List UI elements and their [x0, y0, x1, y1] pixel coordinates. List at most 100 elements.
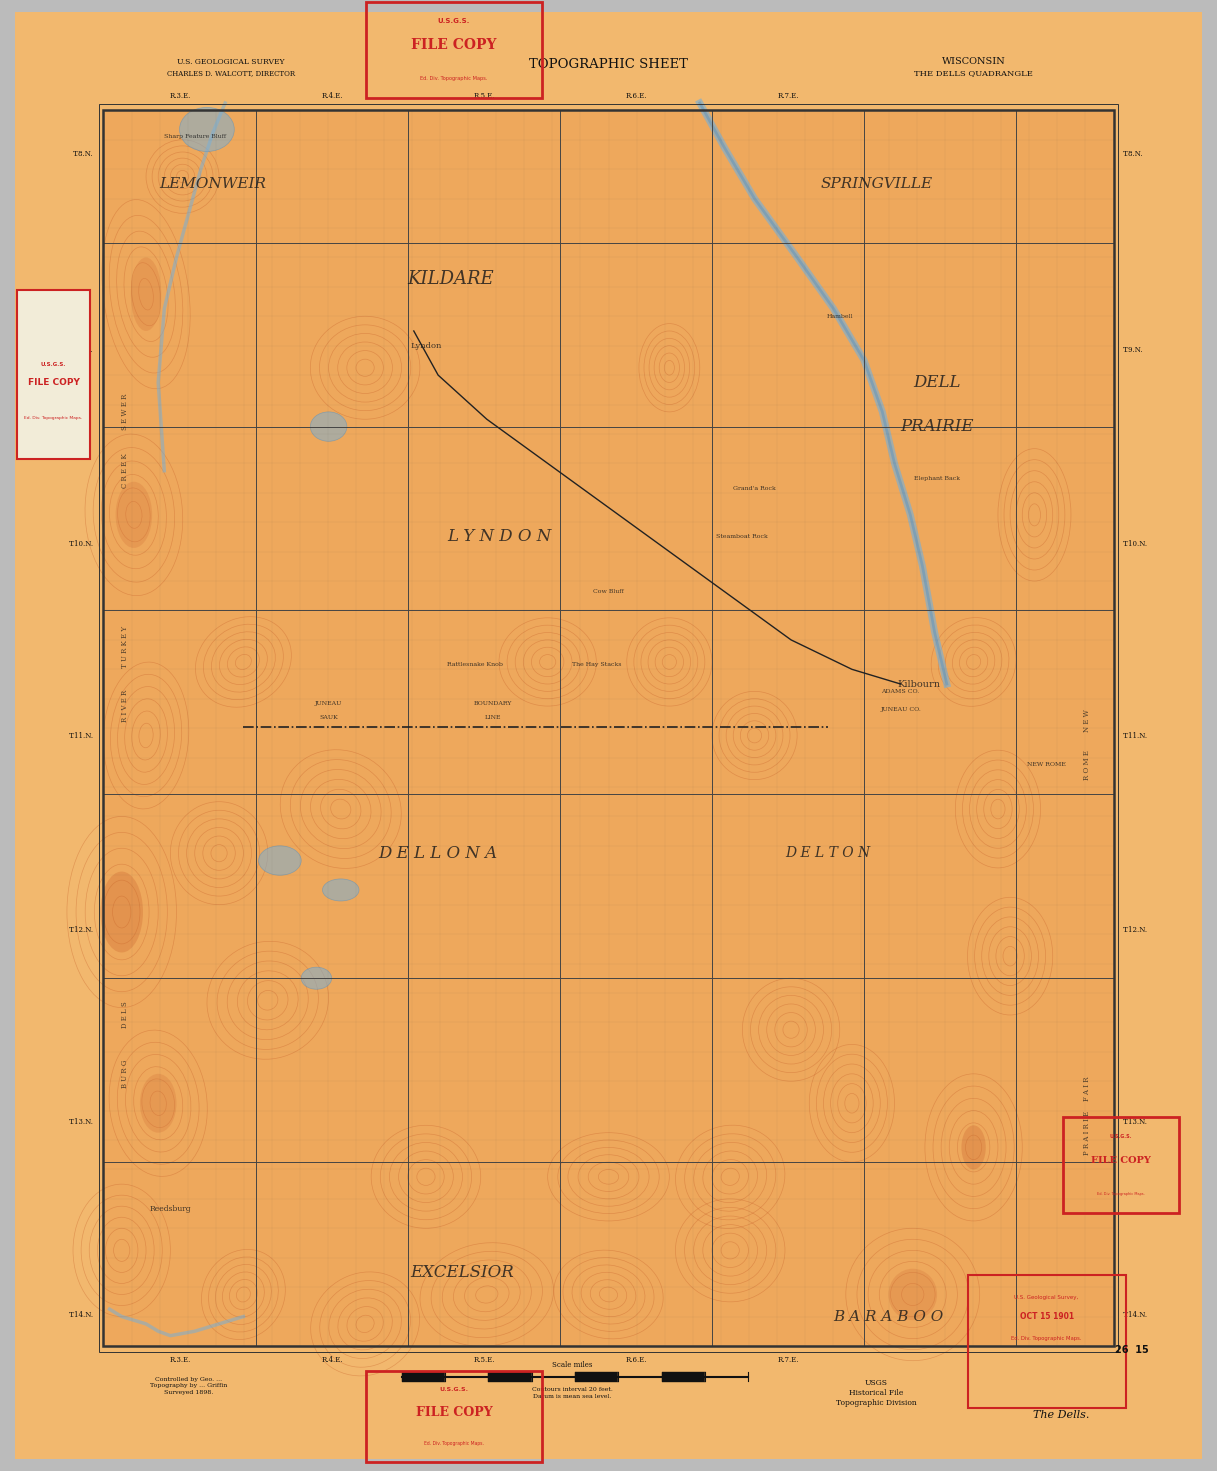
Text: Lyndon: Lyndon [410, 341, 442, 350]
Text: Scale miles: Scale miles [551, 1361, 593, 1370]
Text: Rattlesnake Knob: Rattlesnake Knob [447, 662, 503, 668]
Text: Contours interval 20 feet.
Datum is mean sea level.: Contours interval 20 feet. Datum is mean… [532, 1387, 612, 1399]
Text: T.11.N.: T.11.N. [1123, 731, 1149, 740]
Text: 26  15: 26 15 [1115, 1346, 1149, 1355]
Bar [103, 110, 1114, 1346]
Text: L Y N D O N: L Y N D O N [447, 528, 551, 546]
Ellipse shape [961, 1125, 986, 1169]
Text: JUNEAU: JUNEAU [315, 700, 342, 706]
Text: R.6.E.: R.6.E. [626, 93, 647, 100]
Text: SAUK: SAUK [319, 715, 338, 721]
Text: T.11.N.: T.11.N. [68, 731, 94, 740]
Text: S E W E R: S E W E R [122, 394, 129, 430]
Text: BOUNDARY: BOUNDARY [473, 700, 512, 706]
Text: THE DELLS QUADRANGLE: THE DELLS QUADRANGLE [914, 69, 1033, 78]
Text: WISCONSIN: WISCONSIN [942, 57, 1005, 66]
Text: USGS
Historical File
Topographic Division: USGS Historical File Topographic Divisio… [836, 1378, 916, 1408]
Ellipse shape [323, 878, 359, 900]
Text: R.3.E.: R.3.E. [169, 1356, 191, 1364]
Text: T.12.N.: T.12.N. [1123, 925, 1149, 934]
Text: C R E E K: C R E E K [122, 453, 129, 488]
Text: U.S.G.S.: U.S.G.S. [438, 18, 470, 25]
Text: T.8.N.: T.8.N. [73, 150, 94, 159]
Text: The Hay Stacks: The Hay Stacks [572, 662, 621, 668]
Text: Cow Bluff: Cow Bluff [593, 588, 624, 594]
Text: Ed. Div. Topographic Maps.: Ed. Div. Topographic Maps. [420, 76, 488, 81]
Bar [99, 104, 1118, 1352]
Text: T.14.N.: T.14.N. [68, 1311, 94, 1319]
Text: U.S.G.S.: U.S.G.S. [439, 1387, 469, 1392]
Text: CHARLES D. WALCOTT, DIRECTOR: CHARLES D. WALCOTT, DIRECTOR [167, 69, 296, 78]
Text: T.8.N.: T.8.N. [1123, 150, 1144, 159]
Text: T.9.N.: T.9.N. [1123, 346, 1144, 355]
Text: R.7.E.: R.7.E. [778, 93, 800, 100]
Text: Ed. Div. Topographic Maps.: Ed. Div. Topographic Maps. [1011, 1336, 1082, 1342]
Text: The Dells.: The Dells. [1033, 1411, 1089, 1420]
Text: Controlled by Geo. ...
Topography by ... Griffin
Surveyed 1898.: Controlled by Geo. ... Topography by ...… [150, 1377, 228, 1395]
Text: Elephant Back: Elephant Back [914, 475, 960, 481]
Text: R.6.E.: R.6.E. [626, 1356, 647, 1364]
Text: ADAMS CO.: ADAMS CO. [881, 688, 920, 694]
Text: FILE COPY: FILE COPY [415, 1405, 493, 1418]
Text: PRAIRIE: PRAIRIE [901, 418, 974, 435]
Text: JUNEAU CO.: JUNEAU CO. [880, 706, 921, 712]
Text: D E L S: D E L S [122, 1002, 129, 1028]
Text: B U R G: B U R G [122, 1059, 129, 1089]
Ellipse shape [180, 107, 234, 152]
Text: Kilbourn: Kilbourn [897, 680, 941, 688]
FancyBboxPatch shape [17, 290, 90, 459]
Text: D E L L O N A: D E L L O N A [378, 844, 498, 862]
Text: B A R A B O O: B A R A B O O [834, 1309, 943, 1324]
Text: T U R K E Y: T U R K E Y [122, 627, 129, 668]
Text: Grand'a Rock: Grand'a Rock [733, 485, 776, 491]
Text: Ed. Div. Topographic Maps.: Ed. Div. Topographic Maps. [1097, 1192, 1145, 1196]
Text: FILE COPY: FILE COPY [28, 378, 79, 387]
Text: EXCELSIOR: EXCELSIOR [410, 1264, 515, 1281]
Ellipse shape [130, 257, 161, 331]
Text: R.5.E.: R.5.E. [473, 1356, 495, 1364]
Ellipse shape [100, 871, 144, 953]
Text: R O M E: R O M E [1083, 750, 1090, 780]
Ellipse shape [302, 968, 331, 989]
Ellipse shape [140, 1074, 176, 1133]
Text: F A I R: F A I R [1083, 1077, 1090, 1100]
Text: KILDARE: KILDARE [406, 271, 494, 288]
Text: U.S.G.S.: U.S.G.S. [41, 362, 66, 368]
Text: NEW ROME: NEW ROME [1027, 762, 1066, 768]
Text: Steamboat Rock: Steamboat Rock [717, 534, 768, 540]
Text: R I V E R: R I V E R [122, 690, 129, 722]
Text: T.14.N.: T.14.N. [1123, 1311, 1149, 1319]
Text: Hambell: Hambell [826, 313, 853, 319]
Text: T.9.N.: T.9.N. [73, 346, 94, 355]
Text: Reedsburg: Reedsburg [150, 1205, 191, 1214]
Text: P R A I R I E: P R A I R I E [1083, 1111, 1090, 1155]
Text: TOPOGRAPHIC SHEET: TOPOGRAPHIC SHEET [529, 59, 688, 71]
Text: R.5.E.: R.5.E. [473, 93, 495, 100]
Text: T.13.N.: T.13.N. [68, 1118, 94, 1127]
Text: N E W: N E W [1083, 709, 1090, 733]
Text: DELL: DELL [913, 374, 961, 391]
Ellipse shape [310, 412, 347, 441]
Ellipse shape [258, 846, 302, 875]
Text: T.13.N.: T.13.N. [1123, 1118, 1149, 1127]
Text: R.4.E.: R.4.E. [321, 1356, 343, 1364]
Text: FILE COPY: FILE COPY [411, 38, 497, 53]
Text: OCT 15 1901: OCT 15 1901 [1020, 1312, 1073, 1321]
Text: U.S. GEOLOGICAL SURVEY: U.S. GEOLOGICAL SURVEY [178, 57, 285, 66]
Text: U.S. Geological Survey,: U.S. Geological Survey, [1015, 1294, 1078, 1300]
Bar [103, 110, 1114, 1346]
Text: LINE: LINE [484, 715, 501, 721]
Ellipse shape [888, 1268, 937, 1321]
Text: T.10.N.: T.10.N. [1123, 540, 1149, 549]
Text: T.10.N.: T.10.N. [68, 540, 94, 549]
Text: U.S.G.S.: U.S.G.S. [1110, 1134, 1132, 1139]
Text: T.12.N.: T.12.N. [68, 925, 94, 934]
Text: D E L T O N: D E L T O N [785, 846, 870, 861]
Text: FILE COPY: FILE COPY [1090, 1156, 1151, 1165]
Text: Sharp Feature Bluff: Sharp Feature Bluff [163, 134, 226, 140]
Text: R.7.E.: R.7.E. [778, 1356, 800, 1364]
Text: Ed. Div. Topographic Maps.: Ed. Div. Topographic Maps. [24, 416, 83, 419]
Text: SPRINGVILLE: SPRINGVILLE [820, 177, 932, 191]
Ellipse shape [116, 482, 152, 549]
Text: Ed. Div. Topographic Maps.: Ed. Div. Topographic Maps. [424, 1442, 484, 1446]
